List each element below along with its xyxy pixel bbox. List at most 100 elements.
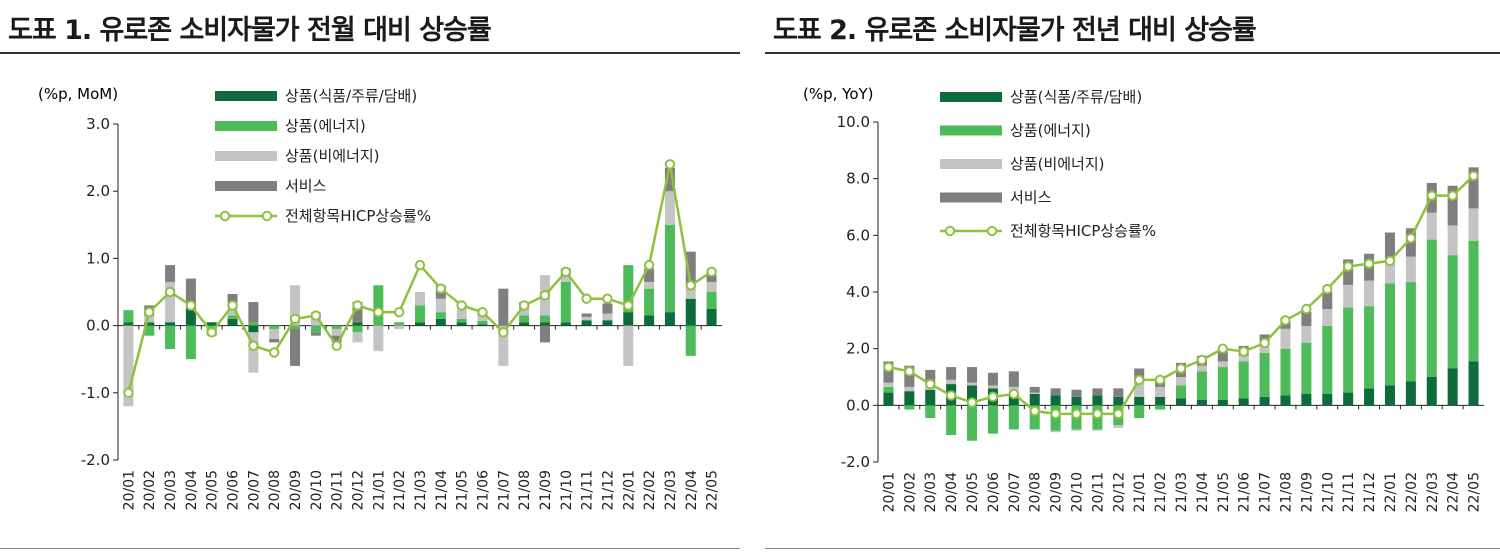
bar-segment xyxy=(185,308,196,326)
hicp-point xyxy=(1175,363,1187,374)
bar-segment xyxy=(310,332,321,336)
bar-segment xyxy=(602,320,613,326)
x-tick-label: 20/12 xyxy=(1111,472,1127,512)
legend-label: 상품(비에너지) xyxy=(1010,155,1105,173)
x-tick-label: 21/03 xyxy=(413,470,429,510)
bar-segment xyxy=(456,318,467,323)
bar-segment xyxy=(1217,361,1228,368)
bar-segment xyxy=(987,385,998,389)
bar-segment xyxy=(123,325,134,407)
hicp-point xyxy=(1426,190,1437,201)
bar-segment xyxy=(415,305,425,323)
hicp-point xyxy=(1008,388,1020,400)
bar-segment xyxy=(1343,259,1354,285)
x-tick-label: 21/10 xyxy=(1320,472,1336,512)
hicp-point xyxy=(331,340,342,351)
bar-segment xyxy=(602,303,613,314)
bar-segment xyxy=(1134,405,1145,419)
x-tick-label: 20/07 xyxy=(246,470,262,510)
chart-panel-yoy: 도표 2. 유로존 소비자물가 전년 대비 상승률 10.0 8.0 6.0 4.0 2… xyxy=(765,0,1500,555)
x-tick-label: 21/02 xyxy=(1153,472,1169,512)
bar-segment xyxy=(664,167,675,192)
bar-segment xyxy=(1259,396,1270,406)
bar-segment xyxy=(435,312,446,319)
bar-segment xyxy=(123,310,134,323)
bar-segment xyxy=(685,325,696,356)
bar-segment xyxy=(1322,292,1333,309)
hicp-point xyxy=(477,306,488,318)
bar-segment xyxy=(290,285,301,326)
bar-segment xyxy=(415,322,425,326)
bar-segment xyxy=(1384,258,1395,284)
hicp-point xyxy=(123,387,134,398)
bar-segment xyxy=(373,285,384,326)
bar-segment xyxy=(394,325,405,329)
bar-segment xyxy=(644,315,655,326)
hicp-point xyxy=(1280,315,1291,326)
bar-segment xyxy=(227,315,238,319)
bar-segment xyxy=(1343,392,1354,406)
y-tick-label: -2.0 xyxy=(81,451,110,469)
bar-segment xyxy=(1280,348,1291,396)
bar-segment xyxy=(1259,344,1270,353)
bar-segment xyxy=(123,322,134,326)
x-tick-label: 20/01 xyxy=(121,470,137,510)
bar-segment xyxy=(1155,396,1166,406)
legend-swatch xyxy=(940,192,1002,203)
bar-segment xyxy=(415,292,425,306)
bar-segment xyxy=(560,275,571,282)
x-tick-label: 20/06 xyxy=(986,472,1002,512)
bar-segment xyxy=(1217,367,1228,400)
legend-marker xyxy=(986,225,998,237)
bar-segment xyxy=(581,316,592,321)
legend-swatch xyxy=(940,159,1002,169)
bar-segment xyxy=(498,288,509,326)
bar-segment xyxy=(539,315,550,323)
bar-segment xyxy=(1280,395,1291,406)
bar-segment xyxy=(1113,425,1124,428)
x-tick-label: 20/11 xyxy=(1090,472,1106,512)
hicp-point xyxy=(945,390,957,401)
bar-segment xyxy=(706,275,717,282)
bar-segment xyxy=(904,405,915,410)
bar-segment xyxy=(883,382,894,387)
bar-segment xyxy=(1155,405,1166,410)
y-tick-label: 2.0 xyxy=(86,182,110,200)
x-tick-label: 22/01 xyxy=(1383,472,1399,512)
bar-segment xyxy=(685,251,696,286)
bar-segment xyxy=(1364,388,1375,406)
bar-segment xyxy=(185,278,196,309)
bar-segment xyxy=(1196,371,1207,400)
x-tick-label: 20/04 xyxy=(944,472,960,512)
x-tick-label: 21/09 xyxy=(538,470,554,510)
legend-marker xyxy=(219,210,231,222)
x-tick-label: 21/05 xyxy=(455,470,471,510)
bar-segment xyxy=(644,288,655,316)
bar-segment xyxy=(290,328,301,366)
bar-segment xyxy=(1447,255,1458,369)
bar-segment xyxy=(560,322,571,326)
bar-segment xyxy=(1217,399,1228,406)
legend-marker xyxy=(261,210,273,222)
hicp-point xyxy=(966,397,978,408)
bar-segment xyxy=(498,325,509,366)
hicp-point xyxy=(1134,374,1145,386)
hicp-point xyxy=(643,259,655,271)
legend-label: 상품(식품/주류/담배) xyxy=(285,87,417,105)
bar-segment xyxy=(1113,388,1124,397)
hicp-point xyxy=(1259,337,1270,349)
bar-segment xyxy=(644,281,655,289)
x-tick-label: 21/10 xyxy=(559,470,575,510)
bar-segment xyxy=(946,367,957,380)
y-tick-label: 3.0 xyxy=(86,115,110,133)
bar-segment xyxy=(1238,355,1249,362)
bar-segment xyxy=(144,315,155,323)
x-tick-label: 21/08 xyxy=(517,470,533,510)
hicp-point xyxy=(685,280,696,291)
bar-segment xyxy=(1134,396,1145,406)
chart-panel-mom: 도표 1. 유로존 소비자물가 전월 대비 상승률 3.0 2.0 1.0 0.0 -1… xyxy=(0,0,740,555)
x-tick-label: 22/05 xyxy=(705,470,721,510)
x-tick-label: 20/03 xyxy=(163,470,179,510)
hicp-point xyxy=(1029,405,1040,417)
x-tick-label: 21/12 xyxy=(600,470,616,510)
